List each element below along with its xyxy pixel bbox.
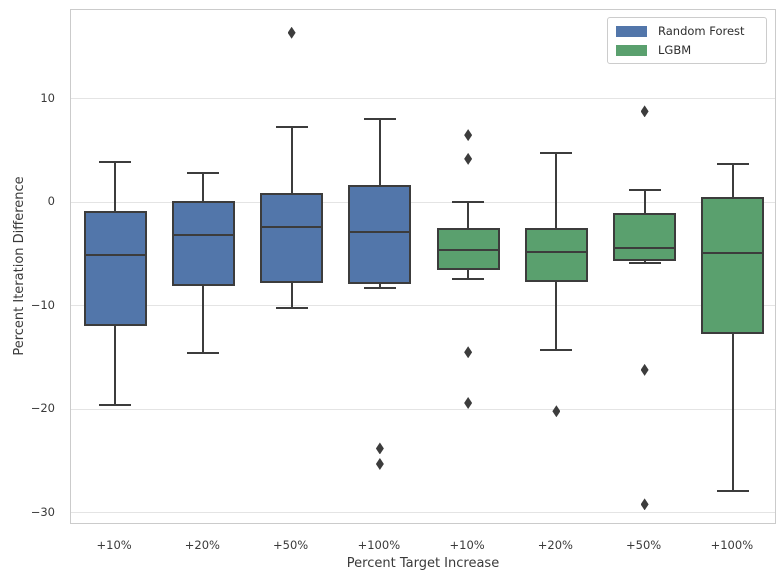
outlier-diamond-icon — [375, 457, 384, 470]
outlier-diamond-icon — [464, 346, 473, 359]
lower-whisker-cap — [363, 287, 396, 290]
y-axis-label: Percent Iteration Difference — [12, 176, 27, 356]
median-line — [348, 231, 412, 234]
legend-swatch — [616, 25, 647, 37]
lower-whisker-cap — [99, 404, 132, 407]
gridline — [71, 201, 775, 203]
outlier-diamond-icon — [464, 396, 473, 409]
box — [260, 193, 324, 283]
upper-whisker-cap — [275, 125, 308, 128]
y-tick-label: −30 — [30, 504, 55, 519]
upper-whisker-cap — [363, 117, 396, 120]
y-tick-label: 0 — [47, 194, 55, 209]
lower-whisker — [290, 283, 293, 308]
lower-whisker — [378, 284, 381, 289]
lower-whisker-cap — [540, 349, 573, 352]
lower-whisker-cap — [452, 277, 485, 280]
outlier-diamond-icon — [464, 129, 473, 142]
x-tick-label: +10% — [96, 538, 132, 552]
outlier-diamond-icon — [640, 105, 649, 118]
outlier-diamond-icon — [287, 26, 296, 39]
median-line — [701, 252, 765, 255]
x-tick-label: +20% — [184, 538, 220, 552]
gridline — [71, 98, 775, 100]
y-tick-label: −20 — [30, 401, 55, 416]
y-tick-label: −10 — [30, 297, 55, 312]
median-line — [436, 248, 500, 251]
lower-whisker — [202, 286, 205, 354]
outlier-diamond-icon — [640, 363, 649, 376]
lower-whisker-cap — [628, 262, 661, 265]
legend-entry: Random Forest — [616, 25, 758, 37]
upper-whisker-cap — [540, 151, 573, 154]
legend-label: Random Forest — [658, 24, 745, 38]
lower-whisker — [114, 326, 117, 406]
x-axis-label: Percent Target Increase — [346, 556, 500, 571]
box — [83, 210, 147, 327]
y-tick-label: 10 — [40, 90, 55, 105]
median-line — [260, 226, 324, 229]
upper-whisker — [643, 189, 646, 213]
upper-whisker-cap — [716, 163, 749, 166]
box — [524, 228, 588, 282]
box — [436, 228, 500, 270]
box — [613, 212, 677, 262]
lower-whisker — [555, 281, 558, 351]
x-tick-label: +50% — [626, 538, 662, 552]
gridline — [71, 512, 775, 514]
box — [348, 184, 412, 285]
upper-whisker — [114, 162, 117, 211]
outlier-diamond-icon — [640, 498, 649, 511]
x-tick-label: +50% — [273, 538, 309, 552]
lower-whisker — [643, 261, 646, 264]
lower-whisker — [731, 333, 734, 491]
x-tick-label: +20% — [537, 538, 573, 552]
upper-whisker — [202, 173, 205, 202]
outlier-diamond-icon — [375, 442, 384, 455]
legend-entry: LGBM — [616, 44, 758, 56]
upper-whisker — [731, 164, 734, 198]
legend-label: LGBM — [658, 43, 692, 57]
median-line — [613, 246, 677, 249]
lower-whisker-cap — [275, 306, 308, 309]
gridline — [71, 408, 775, 410]
lower-whisker-cap — [716, 489, 749, 492]
upper-whisker — [555, 152, 558, 229]
median-line — [524, 250, 588, 253]
x-tick-label: +10% — [449, 538, 485, 552]
gridline — [71, 305, 775, 307]
upper-whisker-cap — [99, 161, 132, 164]
x-tick-label: +100% — [710, 538, 754, 552]
median-line — [171, 234, 235, 237]
outlier-diamond-icon — [552, 405, 561, 418]
upper-whisker — [467, 202, 470, 229]
plot-area — [70, 9, 776, 524]
median-line — [83, 254, 147, 257]
upper-whisker-cap — [452, 201, 485, 204]
lower-whisker — [467, 269, 470, 279]
x-tick-label: +100% — [357, 538, 401, 552]
outlier-diamond-icon — [464, 152, 473, 165]
legend-swatch — [616, 44, 647, 56]
legend: Random Forest LGBM — [607, 17, 767, 64]
box — [701, 197, 765, 334]
lower-whisker-cap — [187, 352, 220, 355]
upper-whisker — [378, 118, 381, 185]
upper-whisker — [290, 126, 293, 194]
upper-whisker-cap — [628, 188, 661, 191]
upper-whisker-cap — [187, 172, 220, 175]
box — [171, 201, 235, 287]
